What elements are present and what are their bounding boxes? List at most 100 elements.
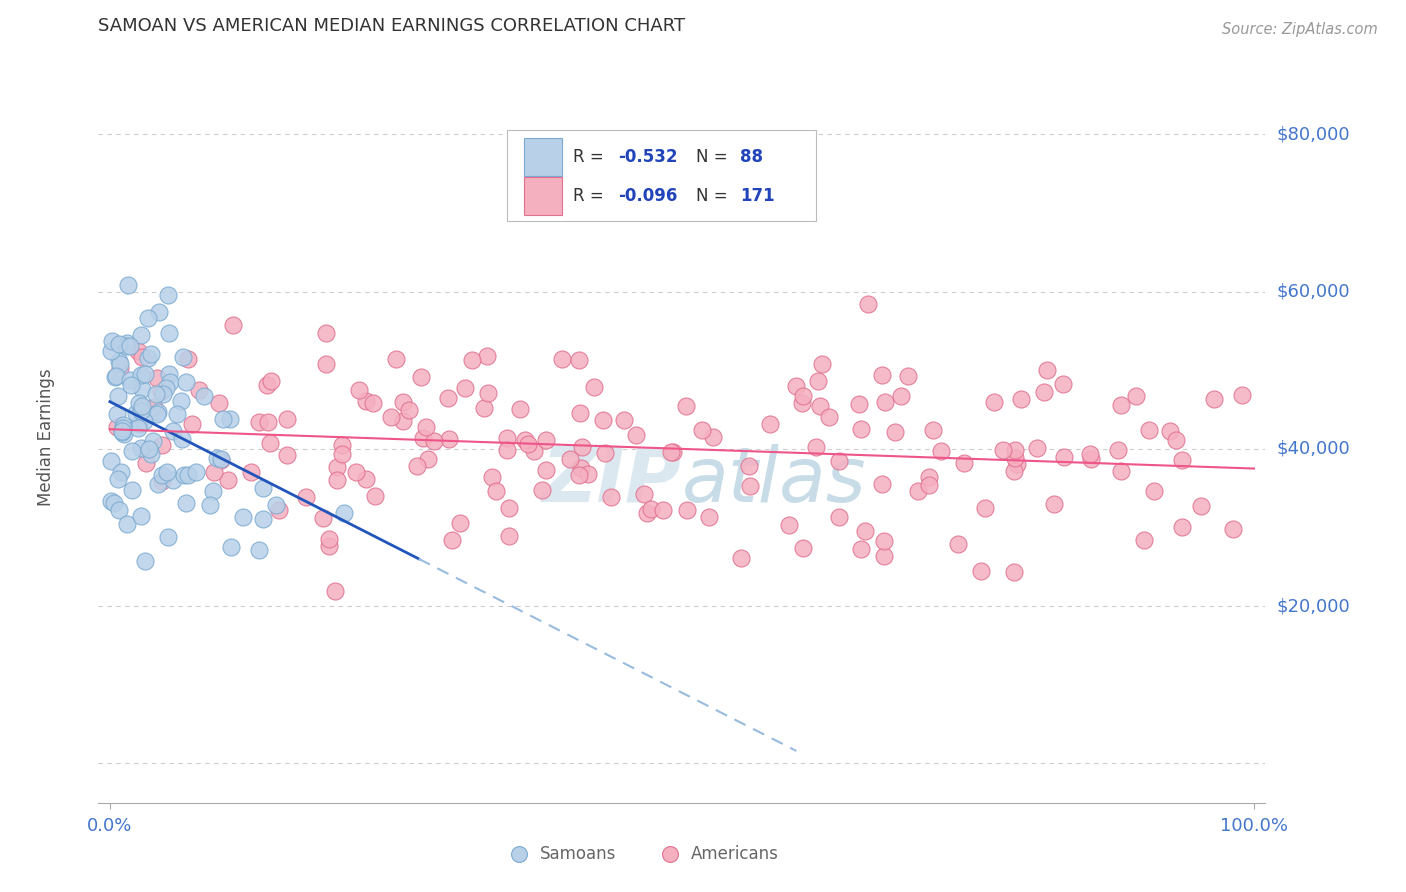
Point (330, 447, 353, 461)
Point (973, 501, 995, 516)
Text: $40,000: $40,000 (1277, 440, 1350, 458)
Point (461, 352, 484, 367)
Text: Americans: Americans (692, 845, 779, 863)
Point (436, 391, 458, 405)
Point (897, 368, 920, 383)
Point (326, 474, 349, 488)
Point (267, 502, 290, 516)
Point (221, 541, 243, 555)
Point (172, 350, 194, 364)
Point (1125, 389, 1147, 403)
Point (808, 399, 831, 413)
Point (256, 415, 278, 429)
Point (922, 423, 945, 437)
Point (330, 438, 353, 452)
Point (583, 380, 606, 394)
Point (252, 511, 274, 525)
Point (108, 337, 131, 351)
Point (344, 465, 367, 479)
Text: R =: R = (574, 186, 609, 205)
Point (115, 516, 138, 531)
Point (131, 399, 153, 413)
Point (517, 436, 540, 450)
Point (318, 539, 340, 553)
Point (872, 476, 894, 491)
Point (148, 304, 170, 318)
Point (146, 371, 169, 385)
Point (659, 444, 682, 458)
Point (117, 335, 139, 350)
Point (1002, 565, 1025, 579)
Point (392, 395, 415, 409)
Point (108, 354, 131, 368)
Text: N =: N = (696, 148, 733, 166)
Point (121, 483, 143, 497)
Point (202, 484, 225, 499)
Point (1171, 453, 1194, 467)
Point (361, 396, 384, 410)
Point (159, 326, 181, 340)
Text: 171: 171 (741, 186, 775, 205)
Point (534, 463, 557, 477)
Point (260, 374, 283, 388)
Point (364, 489, 387, 503)
Point (150, 438, 173, 452)
Point (1078, 447, 1101, 461)
Point (141, 447, 163, 461)
Point (131, 350, 153, 364)
Point (208, 396, 231, 410)
Point (848, 397, 870, 411)
Point (1052, 450, 1074, 464)
Point (127, 421, 149, 435)
Point (449, 516, 471, 531)
Point (884, 425, 907, 439)
Point (174, 375, 197, 389)
Point (354, 393, 377, 408)
Point (141, 347, 163, 361)
Point (1133, 533, 1156, 547)
Text: ZIP: ZIP (543, 444, 682, 518)
Point (568, 352, 591, 367)
Point (792, 541, 814, 556)
Point (134, 554, 156, 568)
Point (256, 378, 278, 392)
Point (115, 339, 138, 353)
Point (759, 417, 782, 432)
Point (1111, 464, 1133, 478)
Point (890, 389, 912, 403)
Point (613, 413, 636, 427)
Point (145, 386, 167, 401)
Point (264, 498, 287, 512)
Point (510, 756, 533, 771)
Point (873, 533, 896, 548)
Text: R =: R = (574, 148, 609, 166)
Point (150, 384, 173, 398)
Point (1204, 392, 1226, 406)
Point (1230, 388, 1253, 402)
Point (931, 443, 953, 458)
Point (162, 473, 184, 487)
Point (131, 382, 153, 396)
Point (318, 532, 340, 546)
Point (569, 461, 592, 475)
Point (117, 277, 139, 292)
Point (239, 465, 262, 479)
Point (1107, 442, 1129, 457)
Point (276, 448, 298, 462)
Point (576, 467, 599, 481)
Point (107, 389, 129, 403)
Point (295, 490, 318, 504)
Point (142, 434, 165, 448)
Point (132, 414, 155, 428)
Point (993, 443, 1015, 458)
FancyBboxPatch shape (508, 130, 815, 221)
Point (170, 433, 193, 447)
Point (652, 503, 675, 517)
Point (1080, 452, 1102, 467)
Point (811, 357, 834, 371)
Text: SAMOAN VS AMERICAN MEDIAN EARNINGS CORRELATION CHART: SAMOAN VS AMERICAN MEDIAN EARNINGS CORRE… (98, 17, 686, 35)
Point (380, 409, 402, 424)
Point (103, 496, 125, 510)
Point (1052, 376, 1074, 391)
Point (146, 407, 169, 421)
